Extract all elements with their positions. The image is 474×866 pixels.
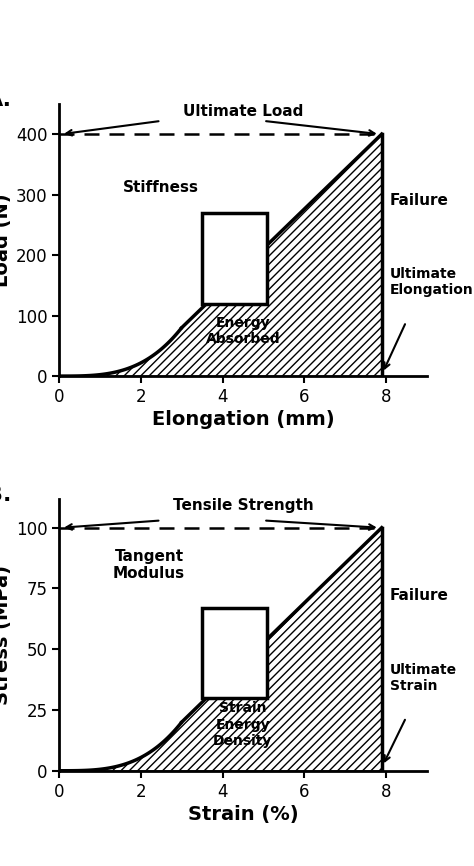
Polygon shape [59, 134, 382, 376]
Text: Ultimate
Elongation: Ultimate Elongation [390, 268, 474, 297]
Y-axis label: Stress (MPa): Stress (MPa) [0, 565, 12, 705]
X-axis label: Elongation (mm): Elongation (mm) [152, 410, 334, 429]
Text: Ultimate
Strain: Ultimate Strain [390, 663, 457, 694]
Y-axis label: Load (N): Load (N) [0, 193, 12, 287]
Text: A.: A. [0, 90, 12, 110]
Text: Ultimate Load: Ultimate Load [183, 104, 303, 119]
X-axis label: Strain (%): Strain (%) [188, 805, 298, 824]
Text: Stiffness: Stiffness [123, 179, 199, 195]
Text: Tensile Strength: Tensile Strength [173, 498, 313, 514]
Text: Strain
Energy
Density: Strain Energy Density [213, 701, 273, 747]
Polygon shape [59, 527, 382, 771]
Text: Tangent
Modulus: Tangent Modulus [113, 549, 185, 581]
Text: Failure: Failure [390, 588, 449, 604]
Text: Energy
Absorbed: Energy Absorbed [206, 315, 280, 346]
Text: B.: B. [0, 485, 11, 505]
Text: Failure: Failure [390, 193, 449, 208]
Polygon shape [202, 608, 267, 698]
Polygon shape [202, 213, 267, 303]
